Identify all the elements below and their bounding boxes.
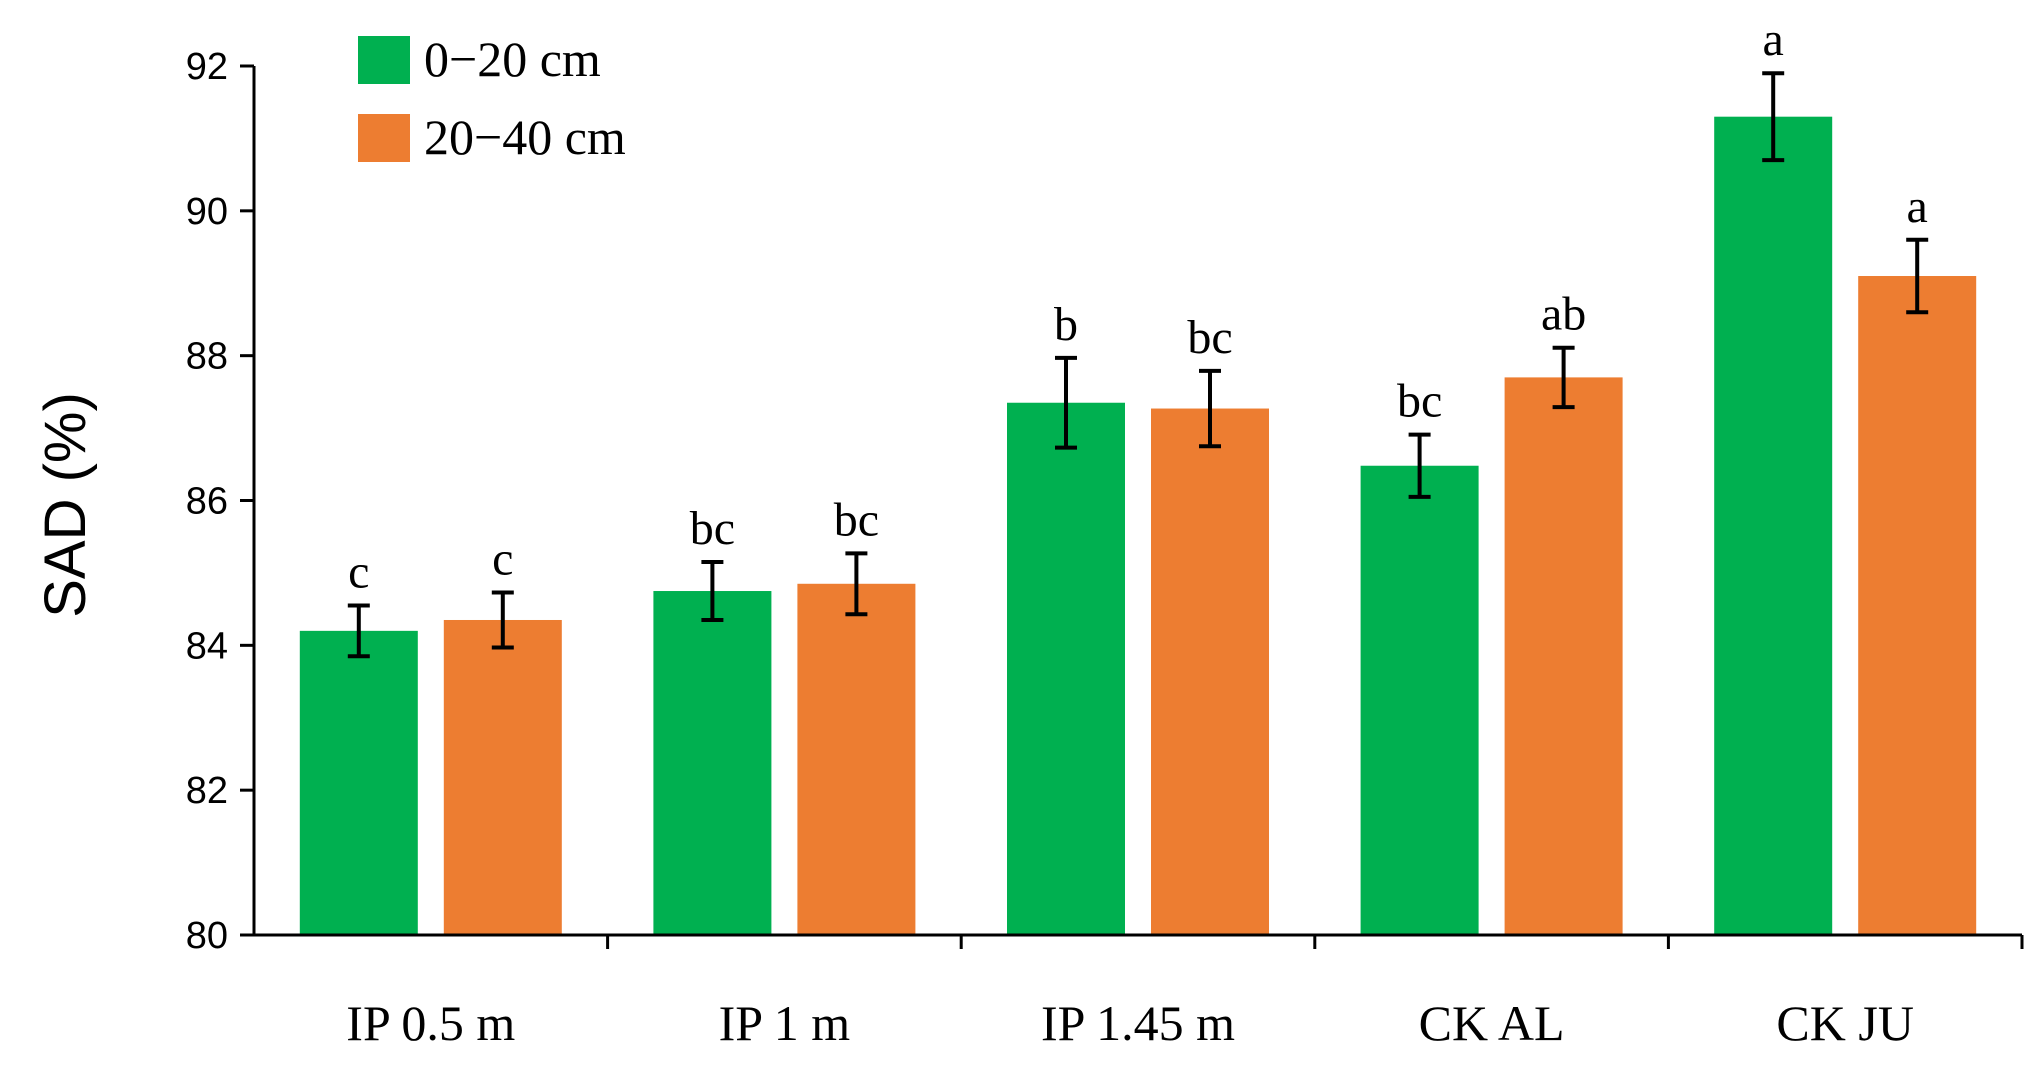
legend-swatch [358,36,410,84]
y-tick-label: 92 [186,46,228,88]
x-category-label: IP 1 m [719,995,851,1051]
y-tick-label: 86 [186,481,228,523]
significance-letter: b [1054,298,1078,351]
x-category-label: IP 1.45 m [1041,995,1235,1051]
legend-swatch [358,114,410,162]
y-axis-title: SAD (%) [33,392,98,618]
y-axis: 80 82 84 86 88 90 92 [186,46,256,957]
significance-letter: ab [1541,288,1586,341]
significance-letter: a [1907,180,1928,233]
legend-label: 0−20 cm [424,31,601,87]
error-bars [347,71,1929,659]
y-tick-label: 84 [186,625,228,667]
bar-series1 [1360,465,1479,935]
bar-series2 [1151,408,1269,935]
bar-series1 [1007,402,1125,935]
x-category-label: CK JU [1776,995,1914,1051]
x-axis: IP 0.5 m IP 1 m IP 1.45 m CK AL CK JU [254,933,2024,1051]
bar-series2 [1504,377,1623,935]
bar-series2 [797,583,916,935]
x-category-label: IP 0.5 m [346,995,515,1051]
significance-letter: c [492,532,513,585]
significance-letter: c [348,546,369,599]
bar-series1 [653,591,772,935]
legend-label: 20−40 cm [424,109,626,165]
bar-series2 [1858,276,1977,936]
significance-letter: bc [1187,311,1232,364]
significance-labels: c bc b bc a c bc bc ab a [348,13,1928,598]
bar-series2 [443,619,562,935]
significance-letter: bc [834,493,879,546]
significance-letter: a [1763,13,1784,66]
significance-letter: bc [1397,375,1442,428]
bar-series1 [299,630,418,935]
bars [299,116,1977,936]
y-tick-label: 90 [186,191,228,233]
legend: 0−20 cm 20−40 cm [358,31,626,165]
bar-series1 [1714,116,1833,936]
y-tick-label: 82 [186,770,228,812]
y-tick-label: 88 [186,336,228,378]
y-tick-label: 80 [186,915,228,957]
x-category-label: CK AL [1419,995,1565,1051]
significance-letter: bc [690,502,735,555]
